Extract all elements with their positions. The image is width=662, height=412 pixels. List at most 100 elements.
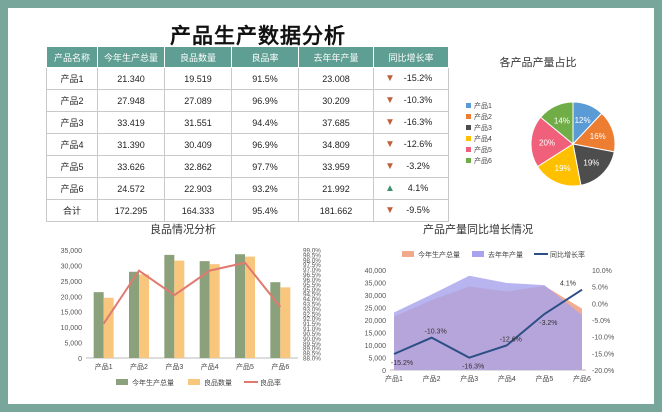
pie-legend-label: 产品1	[474, 101, 492, 110]
pie-legend-swatch	[466, 103, 471, 108]
cell-name: 产品3	[46, 111, 98, 134]
y2-tick-label: -5.0%	[592, 318, 610, 325]
y-tick-label: 0	[78, 356, 82, 363]
legend-label: 今年生产总量	[132, 378, 174, 387]
x-tick-label: 产品5	[535, 374, 553, 383]
legend-label: 去年年产量	[488, 250, 523, 259]
growth-value: -12.6%	[403, 139, 433, 149]
growth-value: -15.2%	[403, 73, 433, 83]
col-header-last-year: 去年年产量	[298, 46, 374, 68]
y-tick-label: 25,000	[365, 306, 387, 313]
y2-tick-label: 95.0%	[303, 287, 321, 294]
y-tick-label: 35,000	[365, 281, 387, 288]
cell-total: 33.626	[97, 155, 165, 178]
cell-growth: ▼ -9.5%	[373, 199, 449, 222]
area-chart: 0 5,000 10,000 15,000 20,000 25,000 30,000 35,0…	[365, 250, 615, 383]
y2-tick-label: 90.5%	[303, 331, 321, 338]
pie-data-label: 19%	[555, 164, 571, 173]
y2-tick-label: 92.0%	[303, 316, 321, 323]
y2-tick-label: 91.5%	[303, 321, 321, 328]
growth-data-label: -12.6%	[500, 336, 522, 343]
x-tick-label: 产品5	[236, 362, 254, 371]
table-row: 产品2 27.948 27.089 96.9% 30.209 ▼ -10.3%	[46, 89, 449, 112]
y2-tick-label: 88.0%	[303, 356, 321, 363]
cell-total: 33.419	[97, 111, 165, 134]
x-tick-label: 产品4	[498, 374, 516, 383]
bar	[129, 271, 139, 358]
x-tick-label: 产品1	[385, 374, 403, 383]
cell-rate: 96.9%	[231, 89, 299, 112]
table-row: 产品4 31.390 30.409 96.9% 34.809 ▼ -12.6%	[46, 133, 449, 156]
growth-line	[393, 288, 583, 359]
area-last-year	[394, 275, 582, 370]
y-tick-label: 5,000	[368, 356, 386, 363]
cell-good: 30.409	[164, 133, 232, 156]
growth-value: -9.5%	[406, 205, 430, 215]
cell-growth: ▼ -16.3%	[373, 111, 449, 134]
cell-good: 27.089	[164, 89, 232, 112]
cell-name: 产品1	[46, 67, 98, 90]
bar	[139, 274, 149, 358]
cell-last-year: 34.809	[298, 133, 374, 156]
pie-data-label: 19%	[583, 158, 599, 167]
y-tick-label: 15,000	[61, 310, 83, 317]
cell-rate: 91.5%	[231, 67, 299, 90]
bar	[103, 297, 114, 358]
legend-swatch	[472, 251, 484, 257]
y2-tick-label: 98.5%	[303, 252, 321, 259]
pie-chart: 12% 16% 19% 19% 20% 14% 产品1 产品2 产品3 产品4 产品5 产品6	[466, 101, 616, 187]
pie-legend-swatch	[466, 114, 471, 119]
growth-value: -3.2%	[406, 161, 430, 171]
y2-tick-label: -15.0%	[592, 351, 614, 358]
growth-value: 4.1%	[407, 183, 429, 193]
bar	[93, 292, 104, 358]
y2-tick-label: 10.0%	[592, 268, 612, 275]
cell-last-year: 37.685	[298, 111, 374, 134]
y-tick-label: 10,000	[365, 343, 387, 350]
y2-tick-label: 5.0%	[592, 285, 608, 292]
legend-swatch	[116, 379, 128, 385]
area-chart-title: 产品产量同比增长情况	[423, 223, 533, 236]
y2-tick-label: 96.5%	[303, 272, 321, 279]
y-tick-label: 0	[382, 368, 386, 375]
cell-rate: 94.4%	[231, 111, 299, 134]
bar-chart: 0 5,000 10,000 15,000 20,000 25,000 30,000 35,0…	[61, 248, 322, 388]
pie-legend-swatch	[466, 136, 471, 141]
cell-last-year: 23.008	[298, 67, 374, 90]
pie-legend-label: 产品5	[474, 145, 492, 154]
x-tick-label: 产品2	[423, 374, 441, 383]
cell-growth: ▲ 4.1%	[373, 177, 449, 200]
growth-data-label: -16.3%	[462, 364, 484, 371]
arrow-down-icon: ▼	[385, 161, 395, 172]
cell-last-year: 21.992	[298, 177, 374, 200]
bar	[199, 261, 210, 358]
y2-tick-label: -20.0%	[592, 368, 614, 375]
y-tick-label: 15,000	[365, 331, 387, 338]
y-tick-label: 5,000	[64, 341, 82, 348]
cell-growth: ▼ -12.6%	[373, 133, 449, 156]
y-tick-label: 30,000	[365, 293, 387, 300]
arrow-down-icon: ▼	[385, 205, 395, 216]
pie-slice	[539, 101, 574, 146]
x-tick-label: 产品6	[271, 362, 289, 371]
growth-data-label: -3.2%	[539, 320, 557, 327]
growth-data-label: 4.1%	[560, 281, 576, 288]
cell-rate: 97.7%	[231, 155, 299, 178]
x-tick-label: 产品6	[573, 374, 591, 383]
y2-tick-label: 93.0%	[303, 306, 321, 313]
cell-growth: ▼ -3.2%	[373, 155, 449, 178]
cell-good: 32.862	[164, 155, 232, 178]
pie-data-label: 12%	[575, 116, 591, 125]
y2-tick-label: 94.5%	[303, 292, 321, 299]
y2-tick-label: 95.5%	[303, 282, 321, 289]
cell-name: 产品6	[46, 177, 98, 200]
cell-good: 164.333	[164, 199, 232, 222]
table-row: 产品1 21.340 19.519 91.5% 23.008 ▼ -15.2%	[46, 67, 449, 90]
pie-data-label: 20%	[539, 138, 555, 147]
arrow-up-icon: ▲	[385, 183, 395, 194]
cell-total: 21.340	[97, 67, 165, 90]
y2-tick-label: 99.0%	[303, 248, 321, 255]
cell-rate: 96.9%	[231, 133, 299, 156]
y2-tick-label: 91.0%	[303, 326, 321, 333]
table-header-row: 产品名称 今年生产总量 良品数量 良品率 去年年产量 同比增长率	[46, 46, 449, 68]
